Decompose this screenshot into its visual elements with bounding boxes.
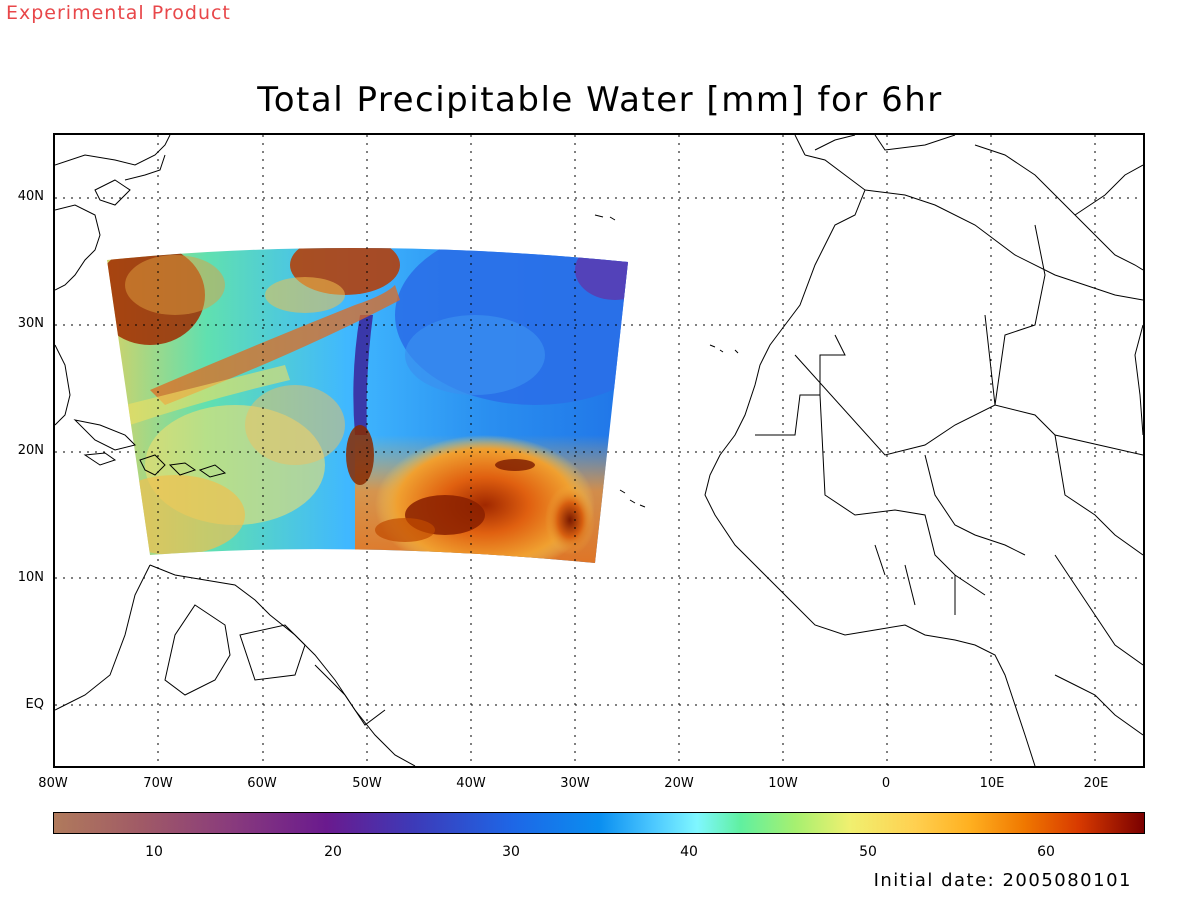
lat-label-eq: EQ xyxy=(25,697,44,712)
lon-label-20e: 20E xyxy=(1083,776,1109,791)
lon-label-50w: 50W xyxy=(352,776,382,791)
colorbar-label-50: 50 xyxy=(859,844,877,860)
lat-label-30n: 30N xyxy=(17,316,44,331)
graticule xyxy=(55,135,1143,766)
lon-label-20w: 20W xyxy=(664,776,694,791)
experimental-product-label: Experimental Product xyxy=(6,2,231,24)
colorbar-label-60: 60 xyxy=(1037,844,1055,860)
colorbar-label-40: 40 xyxy=(680,844,698,860)
lon-label-70w: 70W xyxy=(143,776,173,791)
map-plot-area xyxy=(53,133,1145,768)
colorbar-label-10: 10 xyxy=(145,844,163,860)
lon-label-30w: 30W xyxy=(560,776,590,791)
lon-label-10w: 10W xyxy=(768,776,798,791)
lon-label-10e: 10E xyxy=(979,776,1005,791)
lon-label-80w: 80W xyxy=(38,776,68,791)
initial-date-label: Initial date: 2005080101 xyxy=(873,870,1132,891)
lat-label-10n: 10N xyxy=(17,570,44,585)
colorbar-label-30: 30 xyxy=(502,844,520,860)
lat-label-20n: 20N xyxy=(17,443,44,458)
lon-label-0: 0 xyxy=(881,776,891,791)
colorbar xyxy=(53,812,1145,834)
lon-label-60w: 60W xyxy=(247,776,277,791)
lat-label-40n: 40N xyxy=(17,189,44,204)
map-svg xyxy=(55,135,1143,766)
map-title: Total Precipitable Water [mm] for 6hr xyxy=(257,80,943,120)
lon-label-40w: 40W xyxy=(456,776,486,791)
tpw-field xyxy=(107,247,628,563)
colorbar-label-20: 20 xyxy=(324,844,342,860)
